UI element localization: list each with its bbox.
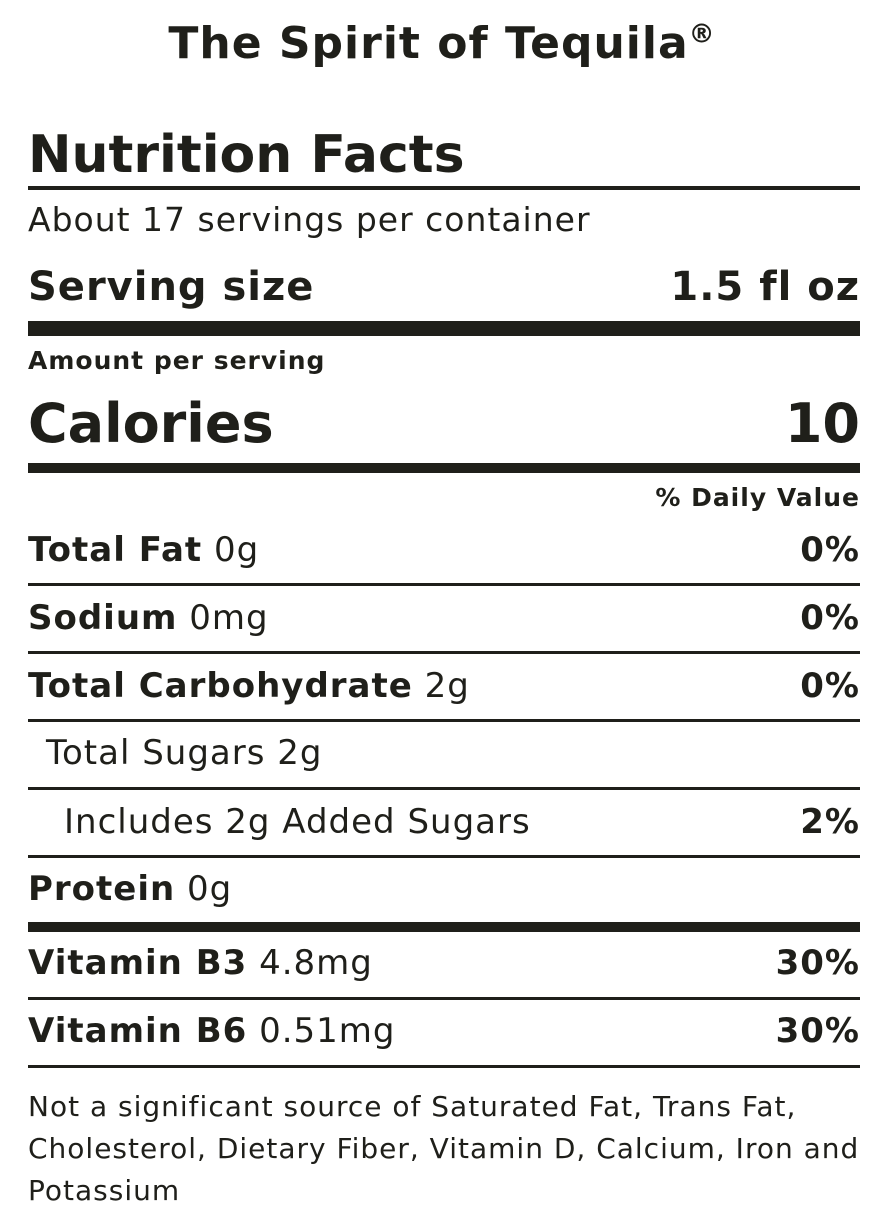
nutrient-daily-value: 0% <box>800 530 860 570</box>
nutrient-daily-value: 30% <box>775 943 860 983</box>
nutrient-label: Vitamin B6 <box>28 1011 248 1051</box>
divider <box>28 186 860 190</box>
thick-divider <box>28 922 860 932</box>
servings-per-container: About 17 servings per container <box>28 200 591 239</box>
divider <box>28 651 860 654</box>
nutrient-daily-value: 30% <box>775 1011 860 1051</box>
nutrient-row: Total Sugars 2g <box>28 733 860 773</box>
divider <box>28 1065 860 1068</box>
nutrient-amount: 0g <box>187 869 233 909</box>
nutrient-amount: 0g <box>213 530 260 570</box>
daily-value-header: % Daily Value <box>655 483 860 512</box>
nutrient-name: Sodium 0mg <box>28 598 269 638</box>
nutrient-name: Vitamin B3 4.8mg <box>28 943 373 983</box>
nutrient-row: Vitamin B6 0.51mg 30% <box>28 1011 860 1051</box>
divider <box>28 997 860 1000</box>
divider <box>28 855 860 858</box>
thick-divider <box>28 321 860 336</box>
brand-title: The Spirit of Tequila® <box>0 18 884 69</box>
nutrient-label: Vitamin B3 <box>28 943 248 983</box>
nutrient-daily-value: 0% <box>800 598 860 638</box>
nutrient-row: Protein 0g <box>28 869 860 909</box>
nutrient-daily-value: 0% <box>800 666 860 706</box>
nutrient-name: Total Fat 0g <box>28 530 259 570</box>
nutrient-row: Sodium 0mg 0% <box>28 598 860 638</box>
nutrient-name: Includes 2g Added Sugars <box>28 802 543 842</box>
nutrient-label: Includes 2g Added Sugars <box>64 802 531 842</box>
nutrient-name: Total Carbohydrate 2g <box>28 666 470 706</box>
serving-size-row: Serving size 1.5 fl oz <box>28 264 860 310</box>
registered-mark: ® <box>688 19 716 50</box>
nutrient-name: Total Sugars 2g <box>28 733 322 773</box>
nutrient-label: Sodium <box>28 598 178 638</box>
nutrient-row: Total Carbohydrate 2g 0% <box>28 666 860 706</box>
calories-row: Calories 10 <box>28 392 860 455</box>
serving-size-label: Serving size <box>28 264 315 310</box>
nutrient-label: Protein <box>28 869 176 909</box>
calories-label: Calories <box>28 392 274 455</box>
footnote: Not a significant source of Saturated Fa… <box>28 1090 860 1207</box>
nutrient-label: Total Carbohydrate <box>28 666 413 706</box>
nutrient-amount: 2g <box>277 733 323 773</box>
thick-divider <box>28 463 860 473</box>
nutrient-amount: 0mg <box>189 598 269 638</box>
nutrient-daily-value: 2% <box>800 802 860 842</box>
nutrient-label: Total Fat <box>28 530 203 570</box>
nutrient-name: Protein 0g <box>28 869 232 909</box>
nutrient-row: Vitamin B3 4.8mg 30% <box>28 943 860 983</box>
nutrient-amount: 4.8mg <box>259 943 373 983</box>
nutrient-amount: 2g <box>424 666 470 706</box>
nutrient-row: Total Fat 0g 0% <box>28 530 860 570</box>
calories-value: 10 <box>784 392 860 455</box>
amount-per-serving: Amount per serving <box>28 346 326 375</box>
divider <box>28 583 860 586</box>
divider <box>28 719 860 722</box>
nutrient-row: Includes 2g Added Sugars 2% <box>28 802 860 842</box>
nutrient-name: Vitamin B6 0.51mg <box>28 1011 395 1051</box>
nutrient-label: Total Sugars <box>46 733 266 773</box>
serving-size-value: 1.5 fl oz <box>670 264 860 310</box>
nutrient-amount: 0.51mg <box>259 1011 396 1051</box>
divider <box>28 787 860 790</box>
brand-title-text: The Spirit of Tequila <box>168 18 689 69</box>
nutrition-facts-heading: Nutrition Facts <box>28 125 465 185</box>
